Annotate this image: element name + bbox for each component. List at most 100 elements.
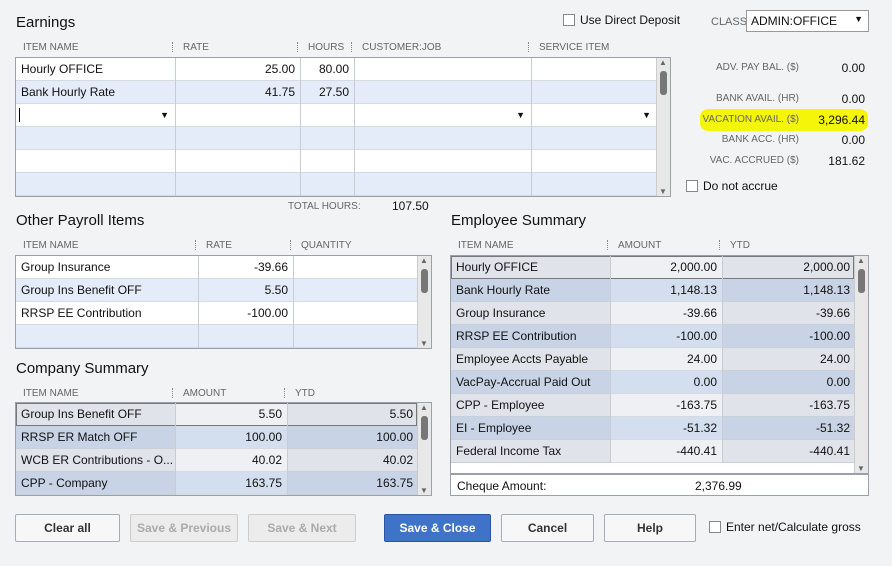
button[interactable]: Help xyxy=(604,514,696,542)
scrollbar[interactable]: ▲ ▼ xyxy=(417,256,431,348)
scroll-up: ▲ xyxy=(420,256,428,265)
scrollbar[interactable]: ▲ ▼ xyxy=(417,403,431,495)
column-header: YTD xyxy=(730,240,750,251)
table-cell: -39.66 xyxy=(611,302,723,325)
balance-label: ADV. PAY BAL. ($) xyxy=(715,62,799,73)
table-row[interactable]: WCB ER Contributions - O... 40.02 40.02 xyxy=(16,449,419,472)
table-cell: VacPay-Accrual Paid Out xyxy=(451,371,611,394)
section-title: Other Payroll Items xyxy=(16,212,145,229)
column-separator xyxy=(297,42,298,52)
table-row[interactable]: ▼ ▼ ▼ xyxy=(16,104,658,127)
button[interactable]: Save & Close xyxy=(384,514,491,542)
table-cell: 5.50 xyxy=(288,403,419,426)
checkbox[interactable] xyxy=(686,180,698,192)
column-separator xyxy=(528,42,529,52)
column-header: ITEM NAME xyxy=(23,42,79,53)
balance-value: 181.62 xyxy=(828,154,865,168)
balance-label: BANK ACC. (HR) xyxy=(721,134,799,145)
table-cell xyxy=(16,325,199,348)
button[interactable]: Cancel xyxy=(501,514,594,542)
table-cell xyxy=(355,150,532,173)
table-row[interactable] xyxy=(16,325,419,348)
table-row[interactable]: Bank Hourly Rate 41.75 27.50 xyxy=(16,81,658,104)
table-cell xyxy=(199,325,294,348)
scroll-up: ▲ xyxy=(857,256,865,265)
checkbox[interactable] xyxy=(709,521,721,533)
table-row[interactable]: EI - Employee -51.32 -51.32 xyxy=(451,417,856,440)
button[interactable]: Clear all xyxy=(15,514,120,542)
table-cell xyxy=(532,58,658,81)
table-row[interactable]: Employee Accts Payable 24.00 24.00 xyxy=(451,348,856,371)
table-row[interactable]: VacPay-Accrual Paid Out 0.00 0.00 xyxy=(451,371,856,394)
table: Hourly OFFICE 2,000.00 2,000.00 Bank Hourly… xyxy=(450,255,869,474)
table-cell: 24.00 xyxy=(611,348,723,371)
checkbox[interactable] xyxy=(563,14,575,26)
total-hours-label: TOTAL HOURS: xyxy=(288,201,361,212)
dropdown-arrow[interactable]: ▼ xyxy=(160,110,169,120)
table-row[interactable]: Group Ins Benefit OFF 5.50 xyxy=(16,279,419,302)
table-cell xyxy=(355,173,532,196)
table-cell: -100.00 xyxy=(723,325,856,348)
do-not-accrue-label: Do not accrue xyxy=(703,179,778,193)
table-cell xyxy=(355,58,532,81)
table-cell xyxy=(294,256,419,279)
table-cell: 163.75 xyxy=(176,472,288,495)
table-cell: Hourly OFFICE xyxy=(451,256,611,279)
button[interactable]: Save & Previous xyxy=(130,514,238,542)
table-cell: Group Insurance xyxy=(16,256,199,279)
table-cell: RRSP EE Contribution xyxy=(16,302,199,325)
table-cell: 1,148.13 xyxy=(611,279,723,302)
button[interactable]: Save & Next xyxy=(248,514,356,542)
table-row[interactable] xyxy=(16,127,658,150)
table-row[interactable]: Hourly OFFICE 25.00 80.00 xyxy=(16,58,658,81)
table-row[interactable]: RRSP EE Contribution -100.00 -100.00 xyxy=(451,325,856,348)
table-cell: 25.00 xyxy=(176,58,301,81)
table-cell: ▼ xyxy=(532,104,658,127)
table-cell: EI - Employee xyxy=(451,417,611,440)
column-header: ITEM NAME xyxy=(23,388,79,399)
table-row[interactable]: CPP - Company 163.75 163.75 xyxy=(16,472,419,495)
table-row[interactable]: Group Insurance -39.66 xyxy=(16,256,419,279)
table-row[interactable]: Bank Hourly Rate 1,148.13 1,148.13 xyxy=(451,279,856,302)
table-row[interactable]: RRSP ER Match OFF 100.00 100.00 xyxy=(16,426,419,449)
column-separator xyxy=(195,240,196,250)
dropdown-arrow[interactable]: ▼ xyxy=(516,110,525,120)
cheque-row: Cheque Amount: 2,376.99 xyxy=(450,474,869,496)
class-dropdown[interactable]: ADMIN:OFFICE ▼ xyxy=(746,10,869,32)
column-separator xyxy=(607,240,608,250)
table-cell: -39.66 xyxy=(199,256,294,279)
table-row[interactable]: Federal Income Tax -440.41 -440.41 xyxy=(451,440,856,463)
table-cell: -100.00 xyxy=(611,325,723,348)
table-row[interactable]: Group Insurance -39.66 -39.66 xyxy=(451,302,856,325)
table-cell: 5.50 xyxy=(176,403,288,426)
table-cell: 0.00 xyxy=(611,371,723,394)
table-row[interactable]: Group Ins Benefit OFF 5.50 5.50 xyxy=(16,403,419,426)
scrollbar[interactable]: ▲ ▼ xyxy=(656,58,670,196)
table-cell: WCB ER Contributions - O... xyxy=(16,449,176,472)
table-row[interactable] xyxy=(16,173,658,196)
table-row[interactable]: RRSP EE Contribution -100.00 xyxy=(16,302,419,325)
table-cell: RRSP EE Contribution xyxy=(451,325,611,348)
table-cell: 40.02 xyxy=(176,449,288,472)
table-cell: Bank Hourly Rate xyxy=(451,279,611,302)
scroll-thumb xyxy=(421,269,428,293)
table-cell xyxy=(176,104,301,127)
table-row[interactable]: CPP - Employee -163.75 -163.75 xyxy=(451,394,856,417)
column-separator xyxy=(719,240,720,250)
column-header: ITEM NAME xyxy=(458,240,514,251)
table-cell: 0.00 xyxy=(723,371,856,394)
dropdown-arrow[interactable]: ▼ xyxy=(642,110,651,120)
cheque-amount: 2,376.99 xyxy=(695,479,742,493)
table-cell xyxy=(176,173,301,196)
column-header: AMOUNT xyxy=(183,388,227,399)
table-cell: -440.41 xyxy=(611,440,723,463)
table-cell: -51.32 xyxy=(723,417,856,440)
column-header: SERVICE ITEM xyxy=(539,42,610,53)
table-cell: 80.00 xyxy=(301,58,355,81)
scroll-thumb xyxy=(660,71,667,95)
table-row[interactable] xyxy=(16,150,658,173)
scrollbar[interactable]: ▲ ▼ xyxy=(854,256,868,473)
table-row[interactable]: Hourly OFFICE 2,000.00 2,000.00 xyxy=(451,256,856,279)
scroll-down: ▼ xyxy=(420,339,428,348)
